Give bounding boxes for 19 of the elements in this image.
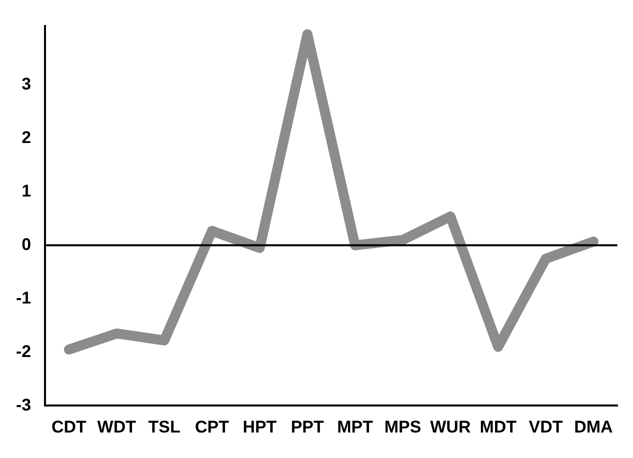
y-tick-label: 1 <box>22 182 32 201</box>
x-tick-label: VDT <box>528 417 564 436</box>
y-tick-label: -3 <box>16 395 32 414</box>
y-tick-label: 0 <box>22 234 32 254</box>
x-tick-label: CDT <box>51 417 88 436</box>
x-tick-label: MDT <box>480 417 518 436</box>
x-tick-label: DMA <box>574 417 613 436</box>
y-tick-label: 3 <box>22 74 32 94</box>
y-tick-label: 2 <box>22 128 32 148</box>
x-tick-label: HPT <box>242 417 278 436</box>
x-tick-label: WUR <box>430 417 471 436</box>
x-tick-label: WDT <box>97 417 137 436</box>
x-tick-label: MPS <box>384 417 422 436</box>
x-tick-label: CPT <box>195 417 230 436</box>
x-tick-label: TSL <box>148 417 180 436</box>
x-tick-label: PPT <box>290 417 325 436</box>
y-tick-label: -2 <box>16 342 32 361</box>
y-tick-label: -1 <box>16 288 32 308</box>
x-tick-label: MPT <box>337 417 374 436</box>
